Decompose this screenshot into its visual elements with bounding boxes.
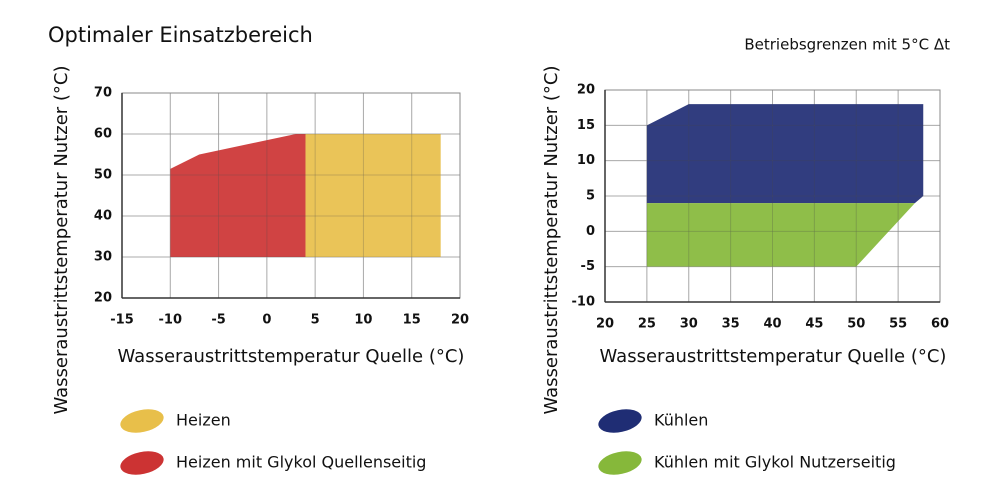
x-tick-label: 20	[596, 317, 614, 332]
area	[305, 134, 441, 257]
y-tick-label: 40	[94, 209, 112, 224]
x-tick-label: 5	[311, 313, 320, 328]
legend-swatch	[120, 451, 164, 475]
x-tick-label: 60	[931, 317, 949, 332]
x-tick-label: 55	[889, 317, 907, 332]
y-tick-label: -5	[581, 259, 595, 274]
chart-title: Optimaler Einsatzbereich	[48, 23, 313, 47]
y-tick-label: 0	[586, 224, 595, 239]
legend-label: Kühlen mit Glykol Nutzerseitig	[654, 453, 896, 472]
legend-swatch	[598, 409, 642, 433]
y-tick-label: 70	[94, 86, 112, 101]
x-tick-label: -5	[211, 313, 225, 328]
x-tick-label: 35	[722, 317, 740, 332]
x-tick-label: 40	[763, 317, 781, 332]
y-tick-label: -10	[572, 295, 596, 310]
x-tick-label: 30	[680, 317, 698, 332]
y-tick-label: 15	[577, 118, 595, 133]
legend-label: Heizen mit Glykol Quellenseitig	[176, 453, 426, 472]
x-tick-label: 20	[451, 313, 469, 328]
y-tick-label: 5	[586, 189, 595, 204]
area	[646, 203, 915, 267]
legend-label: Kühlen	[654, 411, 708, 430]
x-axis-label: Wasseraustrittstemperatur Quelle (°C)	[600, 346, 947, 367]
x-tick-label: -10	[159, 313, 183, 328]
x-tick-label: -15	[110, 313, 134, 328]
y-axis-label: Wasseraustrittstemperatur Nutzer (°C)	[541, 65, 562, 414]
x-tick-label: 0	[262, 313, 271, 328]
x-axis-label: Wasseraustrittstemperatur Quelle (°C)	[118, 346, 465, 367]
area	[646, 104, 924, 204]
legend-swatch	[120, 409, 164, 433]
y-axis-label: Wasseraustrittstemperatur Nutzer (°C)	[51, 65, 72, 414]
x-tick-label: 10	[354, 313, 372, 328]
x-tick-label: 25	[638, 317, 656, 332]
x-tick-label: 50	[847, 317, 865, 332]
y-tick-label: 30	[94, 250, 112, 265]
x-tick-label: 45	[805, 317, 823, 332]
y-tick-label: 50	[94, 168, 112, 183]
area	[170, 134, 306, 257]
y-tick-label: 10	[577, 153, 595, 168]
chart-title: Betriebsgrenzen mit 5°C Δt	[744, 36, 950, 54]
y-tick-label: 20	[577, 83, 595, 98]
y-tick-label: 60	[94, 127, 112, 142]
y-tick-label: 20	[94, 291, 112, 306]
legend-label: Heizen	[176, 411, 231, 430]
x-tick-label: 15	[403, 313, 421, 328]
legend-swatch	[598, 451, 642, 475]
